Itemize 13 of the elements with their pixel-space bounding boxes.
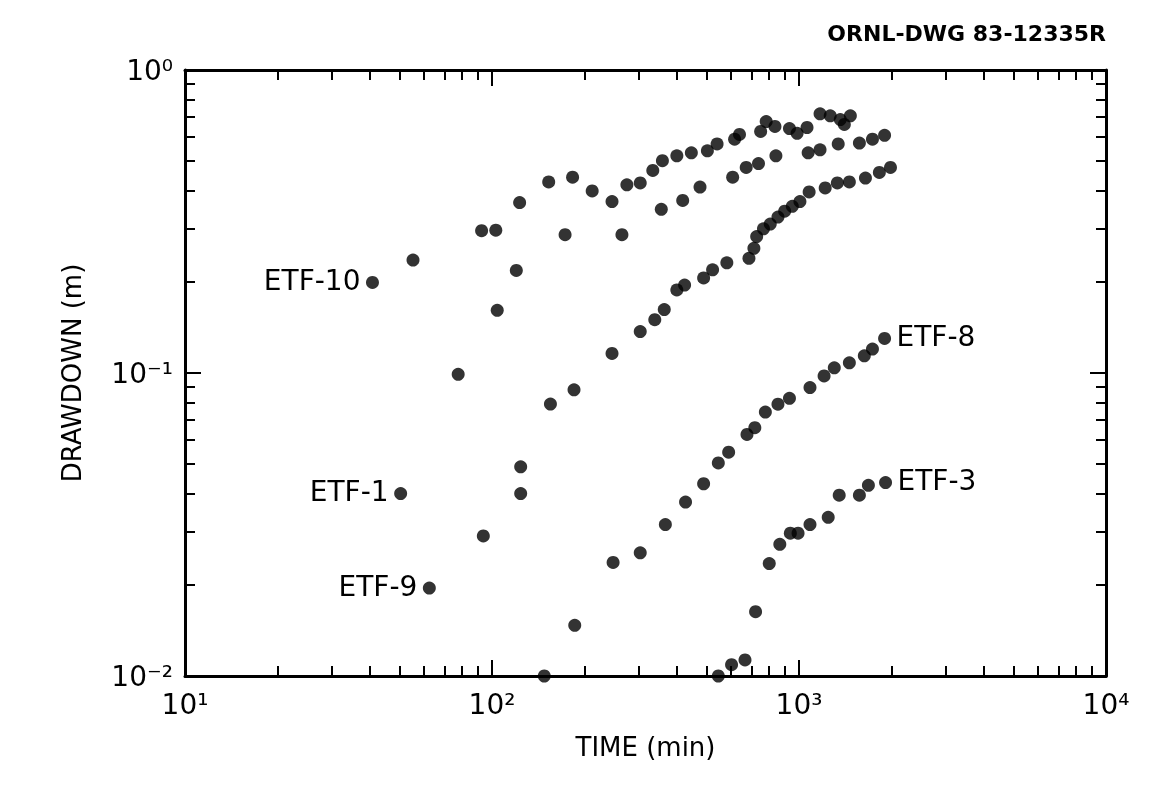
text: ORNL-DWG 83-12335R (827, 20, 1107, 46)
x-tick-label: 10³ (775, 687, 823, 721)
annotation: ETF-8 (896, 319, 976, 353)
annotation: ETF-3 (897, 464, 977, 498)
x-tick-label: 10² (468, 687, 516, 721)
annotation: ETF-1 (309, 475, 389, 509)
x-tick-label: 10⁴ (1082, 687, 1130, 721)
y-axis-title: DRAWDOWN (m) (57, 263, 87, 483)
annotation: ETF-9 (338, 569, 418, 603)
y-tick-label: 10⁰ (126, 53, 173, 87)
annotation: ETF-10 (263, 263, 361, 297)
y-tick-label: 10⁻¹ (111, 356, 173, 390)
x-axis-title: TIME (min) (574, 732, 716, 762)
